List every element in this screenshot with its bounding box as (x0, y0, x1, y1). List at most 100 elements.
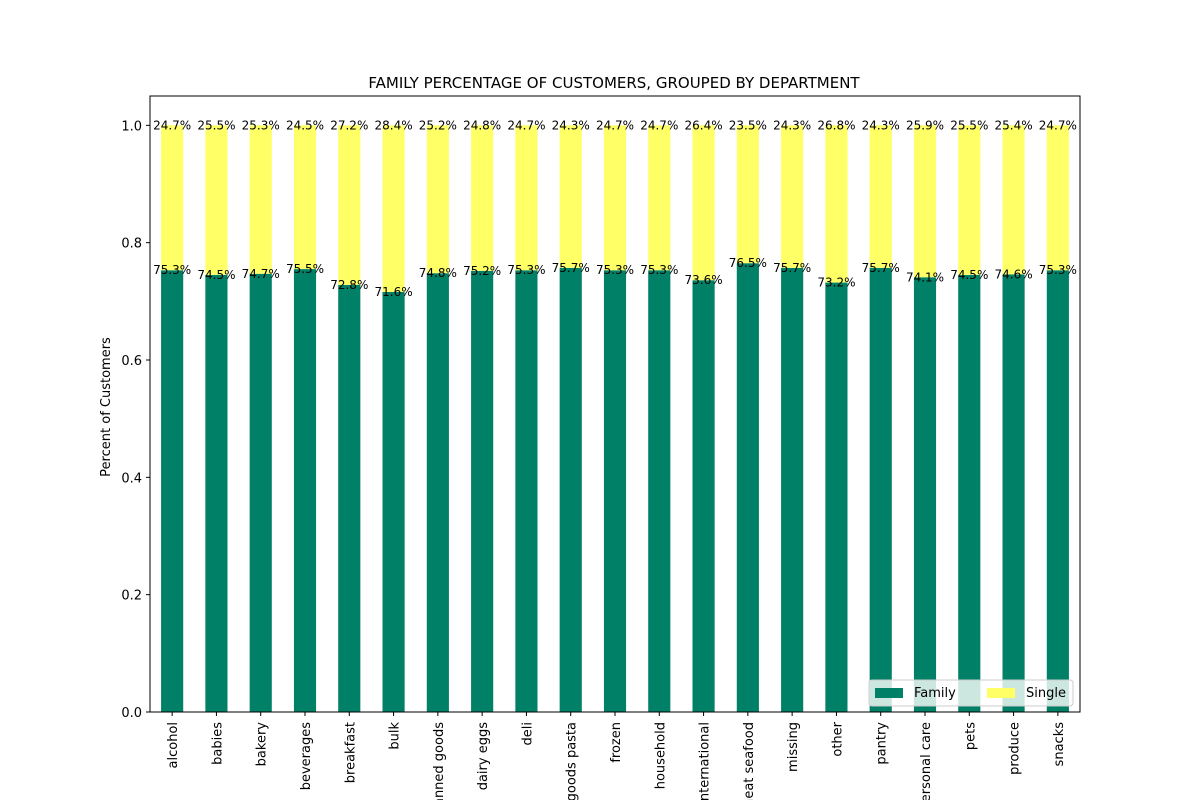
data-label-family: 74.5% (197, 268, 235, 282)
x-tick-label: household (653, 722, 668, 789)
x-tick-label: pantry (875, 722, 890, 765)
x-tick-label: bulk (388, 722, 403, 750)
bar-single (1002, 125, 1025, 275)
x-tick-label: frozen (609, 722, 624, 763)
data-label-single: 24.3% (773, 118, 811, 132)
data-label-family: 74.5% (950, 268, 988, 282)
bar-single (1046, 125, 1069, 271)
data-label-single: 27.2% (330, 118, 368, 132)
data-label-family: 75.3% (596, 263, 634, 277)
y-tick-label: 0.2 (121, 589, 142, 604)
bar-family (471, 270, 494, 712)
y-axis-label: Percent of Customers (99, 337, 114, 477)
data-label-family: 75.3% (640, 263, 678, 277)
bar-single (426, 125, 449, 274)
plot-area: 75.3% 24.7% 74.5% 25.5% 74.7% 25.3% 75.5% 24.5%… (121, 95, 1081, 800)
bar-single (603, 125, 627, 271)
data-label-family: 74.8% (419, 266, 457, 280)
bar-family (338, 284, 361, 712)
data-label-family: 75.7% (862, 261, 900, 275)
data-label-family: 76.5% (729, 256, 767, 270)
x-tick-label: other (830, 721, 845, 756)
data-label-single: 25.9% (906, 118, 944, 132)
y-tick-label: 0.4 (121, 471, 142, 486)
bar-family (249, 273, 272, 712)
data-label-family: 75.3% (507, 263, 545, 277)
bar-family (825, 282, 848, 712)
y-tick-label: 0.8 (121, 237, 142, 252)
bar-single (692, 125, 715, 281)
x-tick-label: dry goods pasta (565, 722, 580, 800)
data-label-single: 24.7% (507, 118, 545, 132)
legend-label-single: Single (1026, 686, 1066, 701)
bar-family (559, 267, 582, 712)
bar-single (249, 125, 272, 274)
data-label-family: 75.7% (552, 261, 590, 275)
bar-family (293, 269, 317, 712)
data-label-family: 72.8% (330, 278, 368, 292)
data-label-single: 24.8% (463, 118, 501, 132)
x-tick-label: produce (1008, 722, 1023, 775)
data-label-single: 24.7% (596, 118, 634, 132)
data-label-single: 25.2% (419, 118, 457, 132)
x-tick-label: international (698, 722, 713, 800)
bar-single (736, 125, 759, 264)
legend-swatch-single (987, 688, 1015, 698)
bar-single (161, 125, 184, 271)
data-label-single: 25.5% (197, 118, 235, 132)
data-label-family: 75.3% (1039, 263, 1077, 277)
bar-family (426, 273, 449, 712)
bar-family (205, 274, 228, 712)
bar-family (603, 270, 627, 712)
x-tick-label: missing (786, 722, 801, 772)
data-label-family: 74.6% (995, 267, 1033, 281)
data-label-family: 75.2% (463, 264, 501, 278)
bar-family (1046, 270, 1069, 712)
data-label-family: 73.6% (685, 273, 723, 287)
data-label-single: 24.3% (862, 118, 900, 132)
data-label-family: 71.6% (375, 285, 413, 299)
legend-label-family: Family (914, 686, 956, 701)
legend-swatch-family (875, 688, 903, 698)
data-label-single: 26.4% (685, 118, 723, 132)
bar-single (471, 125, 494, 271)
bar-single (559, 125, 582, 268)
x-tick-label: beverages (299, 722, 314, 791)
chart-title: FAMILY PERCENTAGE OF CUSTOMERS, GROUPED … (368, 74, 860, 92)
y-tick-label: 0.6 (121, 354, 142, 369)
x-tick-label: dairy eggs (476, 722, 491, 791)
bar-single (293, 125, 317, 270)
data-label-family: 75.7% (773, 261, 811, 275)
x-tick-label: deli (520, 722, 535, 745)
bar-family (736, 263, 759, 712)
data-label-single: 24.7% (640, 118, 678, 132)
bar-single (205, 125, 228, 275)
data-label-family: 74.7% (242, 267, 280, 281)
data-label-single: 26.8% (817, 118, 855, 132)
bar-family (515, 270, 538, 712)
bar-single (825, 125, 848, 283)
bar-single (958, 125, 981, 275)
data-label-family: 75.3% (153, 263, 191, 277)
y-tick-label: 1.0 (121, 119, 142, 134)
data-label-single: 24.7% (1039, 118, 1077, 132)
bar-single (913, 125, 937, 278)
bar-family (382, 291, 405, 712)
bar-family (958, 274, 981, 712)
bar-single (338, 125, 361, 285)
x-tick-label: breakfast (343, 722, 358, 783)
data-label-single: 24.5% (286, 118, 324, 132)
data-label-single: 24.7% (153, 118, 191, 132)
data-label-family: 74.1% (906, 270, 944, 284)
bar-single (515, 125, 538, 271)
data-label-family: 73.2% (817, 276, 855, 290)
bar-family (648, 270, 671, 712)
data-label-single: 25.3% (242, 118, 280, 132)
x-tick-label: canned goods (432, 722, 447, 800)
bar-family (913, 277, 937, 712)
data-label-single: 28.4% (375, 118, 413, 132)
bar-single (648, 125, 671, 271)
bar-family (161, 270, 184, 712)
data-label-single: 23.5% (729, 118, 767, 132)
